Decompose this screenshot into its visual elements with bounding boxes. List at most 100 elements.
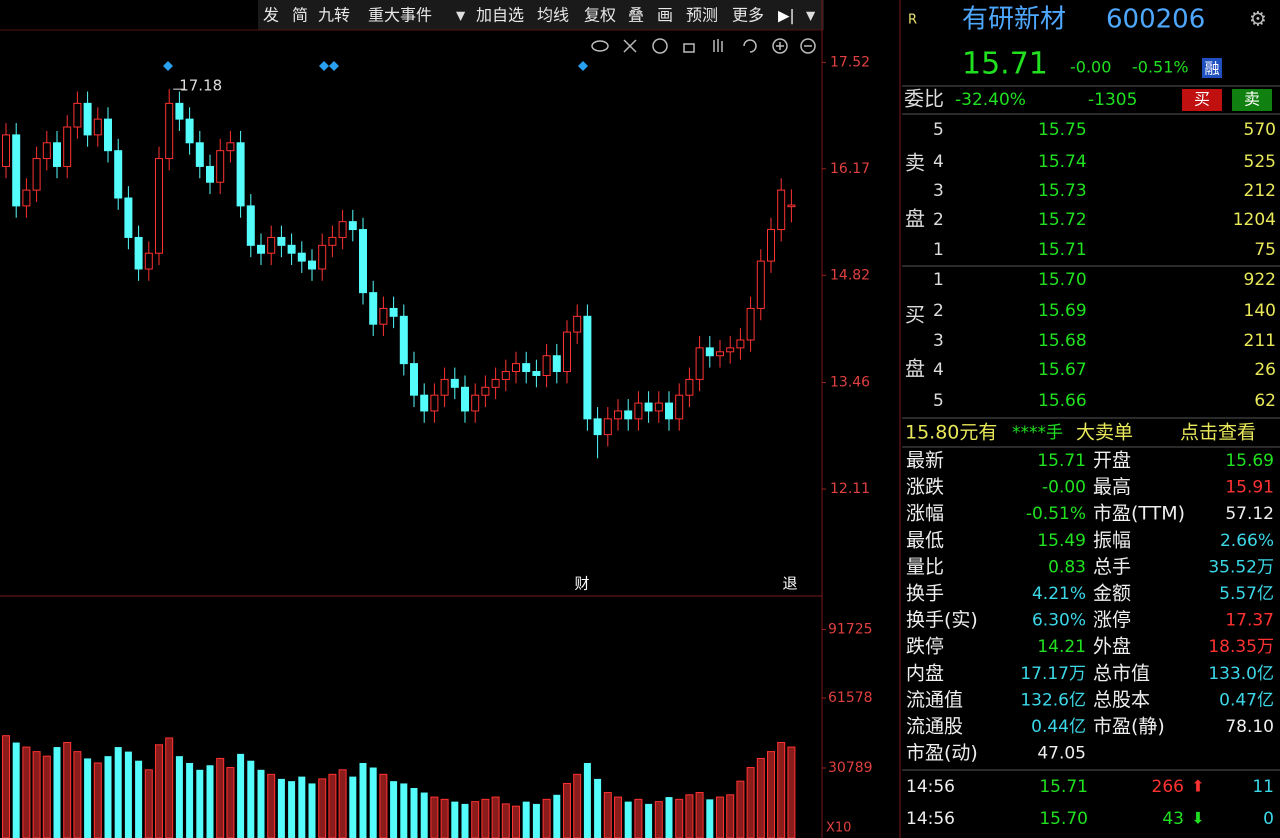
hand-icon[interactable] <box>713 39 723 52</box>
buy-button-label[interactable]: 买 <box>1194 90 1210 109</box>
max-label: 17.18 <box>179 77 222 95</box>
settings-icon[interactable]: ⚙ <box>1249 7 1267 31</box>
candle-body <box>195 142 204 167</box>
diamond[interactable] <box>578 61 588 71</box>
play-icon[interactable] <box>652 38 668 54</box>
level-price: 15.71 <box>1038 240 1087 260</box>
volume-bar <box>318 778 327 838</box>
candle-body <box>522 363 531 373</box>
info-value: 133.0亿 <box>1208 664 1274 684</box>
dropdown-arrow[interactable]: ▼ <box>806 9 816 23</box>
zoom-in-icon[interactable] <box>772 38 788 54</box>
volume-tick-label: 30789 <box>828 760 873 776</box>
info-label: 换手(实) <box>906 609 978 631</box>
candle-body <box>185 118 194 144</box>
info-value: 17.37 <box>1225 611 1274 631</box>
info-label: 最低 <box>906 529 944 551</box>
info-value: 15.49 <box>1037 531 1086 551</box>
diamond[interactable] <box>329 61 339 71</box>
volume-bar <box>22 746 31 838</box>
info-value: 5.57亿 <box>1219 584 1274 604</box>
candle-body <box>124 197 133 238</box>
candle-body <box>726 347 735 353</box>
tick-count: 11 <box>1252 777 1274 797</box>
level-volume: 570 <box>1244 120 1276 140</box>
candle-body <box>348 221 357 231</box>
toolbar-item[interactable]: 更多 <box>732 6 764 25</box>
info-value: 132.6亿 <box>1020 690 1086 710</box>
diamond[interactable] <box>319 61 329 71</box>
candle-body <box>226 142 235 152</box>
volume-bar <box>787 746 796 838</box>
volume-bar <box>288 781 296 838</box>
toolbar-item[interactable]: 画 <box>657 6 673 25</box>
candle-body <box>756 260 765 309</box>
volume-bar <box>73 751 82 838</box>
side-label: 买 <box>905 303 925 327</box>
info-value: 14.21 <box>1037 637 1086 657</box>
lock-icon[interactable] <box>683 43 695 53</box>
tick-arrow: ⬆ <box>1191 777 1204 796</box>
stock-code: 600206 <box>1106 5 1205 35</box>
expand-icon[interactable]: ▶| <box>778 7 795 25</box>
toolbar-item[interactable]: 均线 <box>537 6 569 25</box>
volume-bar <box>420 792 428 838</box>
toolbar-item[interactable]: 预测 <box>686 6 718 25</box>
toolbar-item[interactable]: 重大事件 <box>368 6 432 25</box>
sell-button-label[interactable]: 卖 <box>1244 90 1260 109</box>
last-price: 15.71 <box>962 47 1048 82</box>
eye-icon[interactable] <box>591 40 609 52</box>
candle-body <box>165 102 174 160</box>
toolbar-item[interactable]: 发 <box>263 6 279 25</box>
candle-body <box>450 378 459 388</box>
candle-body <box>328 236 337 246</box>
sell-button[interactable] <box>1232 89 1272 111</box>
toolbar-item[interactable]: 复权 <box>584 6 616 25</box>
banner-link[interactable]: 点击查看 <box>1180 422 1256 444</box>
info-label: 市盈(TTM) <box>1093 503 1185 525</box>
side-label: 卖 <box>905 151 925 175</box>
level: 3 <box>933 181 944 201</box>
banner-qty: ****手 <box>1012 423 1063 443</box>
level: 1 <box>933 240 944 260</box>
volume-bar <box>338 769 347 838</box>
event-marker[interactable]: 退 <box>782 575 797 593</box>
toolbar-item[interactable]: 叠 <box>628 6 644 25</box>
volume-bar <box>155 744 163 838</box>
volume-bar <box>186 762 194 838</box>
info-label: 金额 <box>1093 583 1131 605</box>
cut-icon[interactable] <box>623 39 637 53</box>
y-tick-label: 12.11 <box>830 481 870 497</box>
volume-bar <box>624 801 632 838</box>
volume-bar <box>746 767 755 838</box>
toolbar-bg <box>258 0 824 30</box>
candle-body <box>318 244 327 270</box>
level: 4 <box>933 152 944 172</box>
volume-bar <box>93 762 102 838</box>
candle-body <box>12 134 21 207</box>
candle-body <box>614 410 622 420</box>
zoom-out-icon[interactable] <box>800 38 816 54</box>
info-label: 总手 <box>1093 556 1131 578</box>
volume-bar <box>12 742 20 838</box>
volume-bar <box>165 737 174 838</box>
undo-icon[interactable] <box>743 39 757 53</box>
volume-bar <box>675 798 684 838</box>
level-price: 15.72 <box>1038 210 1087 230</box>
margin-tag: 融 <box>1204 60 1219 78</box>
candle-body <box>644 402 653 412</box>
toolbar-item[interactable]: 简 <box>292 6 308 25</box>
info-value: 18.35万 <box>1208 637 1274 657</box>
event-marker[interactable]: 财 <box>574 575 589 593</box>
toolbar-item[interactable]: 加自选 <box>476 6 524 25</box>
dropdown-arrow[interactable]: ▼ <box>456 9 466 23</box>
candle-body <box>440 378 449 396</box>
candle-body <box>583 315 592 420</box>
diamond[interactable] <box>163 61 173 71</box>
info-label: 总股本 <box>1093 689 1150 711</box>
toolbar-item[interactable]: 九转 <box>318 6 350 25</box>
buy-button[interactable] <box>1182 89 1222 111</box>
volume-bar <box>206 765 214 838</box>
event-diamonds <box>163 61 588 71</box>
volume-bar <box>461 803 469 838</box>
